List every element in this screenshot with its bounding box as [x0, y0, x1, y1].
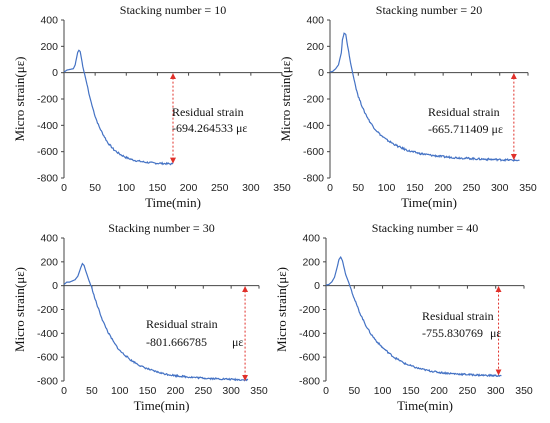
x-tick-label: 200 — [434, 182, 452, 194]
series-line — [64, 50, 173, 164]
chart-title: Stacking number = 40 — [372, 221, 478, 235]
y-tick-label: 0 — [52, 67, 58, 79]
x-tick-label: 350 — [250, 385, 268, 397]
x-axis-title: Time(min) — [134, 398, 190, 413]
x-tick-label: 50 — [348, 385, 360, 397]
y-tick-label: 0 — [314, 280, 320, 292]
annotation-value: -755.830769 — [422, 326, 483, 340]
x-axis-title: Time(min) — [401, 195, 457, 210]
x-tick-label: 50 — [89, 182, 101, 194]
x-tick-label: 300 — [242, 182, 260, 194]
x-tick-label: 150 — [406, 182, 424, 194]
chart-panel-1: Stacking number = 10 -800 -600 -400 -200 0 200… — [12, 3, 291, 210]
annotation-label: Residual strain — [172, 105, 244, 119]
y-tick-label: -200 — [303, 94, 324, 106]
annotation-label: Residual strain — [428, 105, 500, 119]
annotation-unit: με — [232, 335, 243, 349]
x-tick-label: 100 — [374, 385, 392, 397]
x-tick-label: 0 — [327, 182, 333, 194]
x-tick-label: 150 — [139, 385, 157, 397]
y-tick-label: 200 — [40, 256, 58, 268]
y-tick-label: -200 — [299, 304, 320, 316]
annotation-value: -694.264533 με — [172, 121, 247, 135]
x-tick-label: 300 — [487, 385, 505, 397]
chart-title: Stacking number = 10 — [120, 3, 226, 17]
y-tick-label: -600 — [303, 146, 324, 158]
x-tick-label: 300 — [222, 385, 240, 397]
y-axis-title: Micro strain(με) — [12, 57, 27, 142]
x-tick-label: 50 — [86, 385, 98, 397]
y-tick-label: -600 — [37, 352, 58, 364]
y-tick-label: -800 — [37, 376, 58, 388]
x-tick-label: 150 — [402, 385, 420, 397]
y-tick-label: 400 — [40, 233, 58, 245]
annotation-value: -801.666785 — [146, 335, 207, 349]
x-tick-label: 0 — [61, 182, 67, 194]
x-tick-label: 100 — [111, 385, 129, 397]
y-tick-label: -400 — [299, 328, 320, 340]
x-tick-label: 0 — [323, 385, 329, 397]
x-tick-label: 350 — [519, 182, 537, 194]
x-tick-label: 250 — [195, 385, 213, 397]
y-tick-label: -200 — [37, 94, 58, 106]
chart-panel-3: Stacking number = 30 -800 -600 -400 -200 0 200… — [12, 221, 268, 413]
chart-title: Stacking number = 20 — [376, 3, 482, 17]
y-tick-label: 200 — [306, 41, 324, 53]
y-tick-label: -800 — [37, 173, 58, 185]
y-tick-label: -400 — [303, 120, 324, 132]
x-axis-title: Time(min) — [397, 398, 453, 413]
y-tick-label: 400 — [302, 233, 320, 245]
y-tick-label: 400 — [40, 15, 58, 27]
x-tick-label: 250 — [211, 182, 229, 194]
chart-title: Stacking number = 30 — [108, 221, 214, 235]
x-tick-label: 350 — [515, 385, 533, 397]
y-tick-label: -600 — [299, 352, 320, 364]
x-tick-label: 200 — [430, 385, 448, 397]
x-tick-label: 200 — [167, 385, 185, 397]
y-tick-label: 200 — [40, 41, 58, 53]
x-tick-label: 100 — [378, 182, 396, 194]
x-tick-label: 350 — [273, 182, 291, 194]
y-tick-label: -800 — [299, 376, 320, 388]
y-tick-label: 200 — [302, 256, 320, 268]
y-tick-label: -200 — [37, 304, 58, 316]
y-axis-title: Micro strain(με) — [12, 267, 27, 352]
y-tick-label: -400 — [37, 120, 58, 132]
x-tick-label: 250 — [463, 182, 481, 194]
annotation-label: Residual strain — [422, 309, 494, 323]
x-tick-label: 50 — [352, 182, 364, 194]
x-tick-label: 300 — [491, 182, 509, 194]
x-tick-label: 100 — [118, 182, 136, 194]
y-tick-label: 400 — [306, 15, 324, 27]
y-tick-label: -400 — [37, 328, 58, 340]
annotation-unit: με — [490, 326, 501, 340]
x-tick-label: 0 — [61, 385, 67, 397]
x-tick-label: 150 — [149, 182, 167, 194]
x-axis-title: Time(min) — [145, 195, 201, 210]
chart-panel-4: Stacking number = 40 -800 -600 -400 -200 0 200… — [274, 221, 533, 413]
annotation-label: Residual strain — [146, 317, 218, 331]
y-axis-title: Micro strain(με) — [278, 57, 293, 142]
series-line — [330, 33, 520, 161]
y-tick-label: 0 — [318, 67, 324, 79]
y-tick-label: -600 — [37, 146, 58, 158]
annotation-value: -665.711409 με — [428, 122, 503, 136]
y-tick-label: -800 — [303, 173, 324, 185]
x-tick-label: 200 — [180, 182, 198, 194]
x-tick-label: 250 — [459, 385, 477, 397]
chart-panel-2: Stacking number = 20 -800 -600 -400 -200 0 200… — [278, 3, 537, 210]
y-axis-title: Micro strain(με) — [274, 267, 289, 352]
y-tick-label: 0 — [52, 280, 58, 292]
